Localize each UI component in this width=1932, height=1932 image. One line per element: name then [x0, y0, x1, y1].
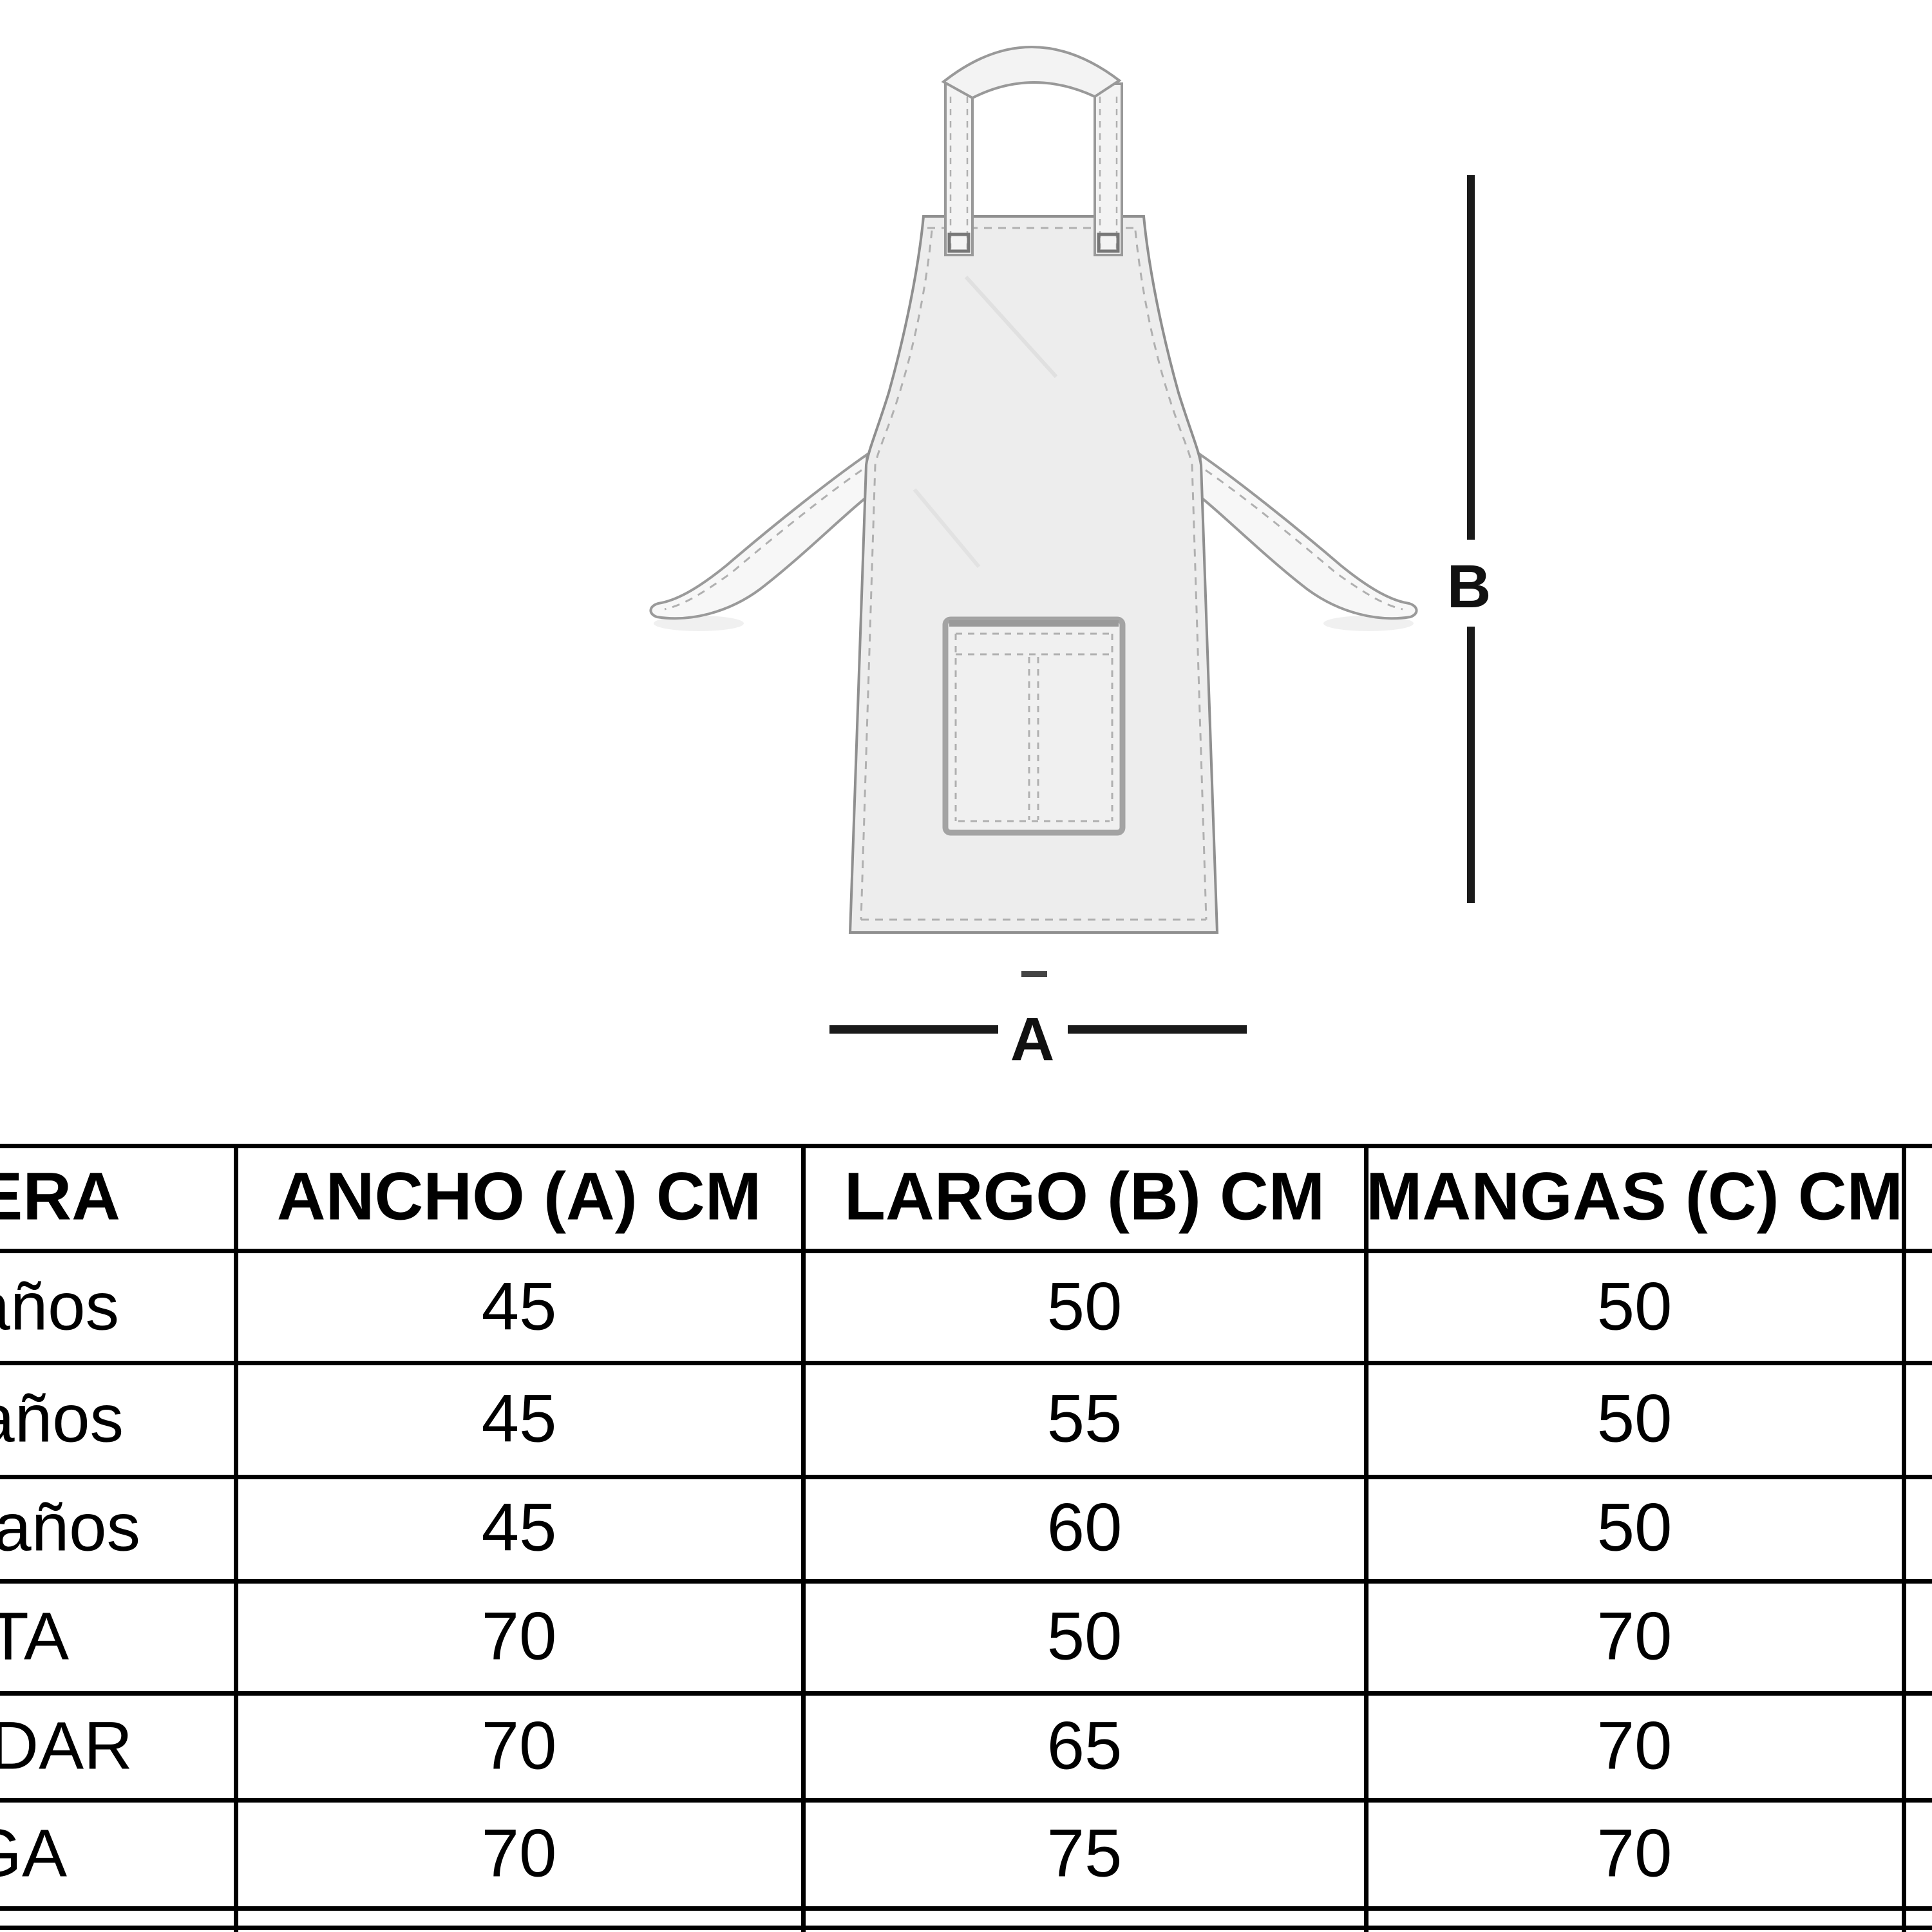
cell-ancho: 70	[481, 1815, 557, 1891]
row-label-fragment: años	[0, 1490, 140, 1566]
cell-largo: 50	[1046, 1598, 1122, 1674]
apron-neck-strap	[941, 46, 1123, 256]
cell-largo: 55	[1046, 1381, 1122, 1457]
table-border-row	[0, 1475, 1932, 1479]
cell-largo: 60	[1046, 1490, 1122, 1566]
table-border-row	[0, 1361, 1932, 1365]
cell-mangas: 70	[1596, 1708, 1672, 1784]
row-label-fragment: DAR	[0, 1708, 133, 1784]
header-ancho: ANCHO (A) CM	[276, 1159, 762, 1235]
dimension-label-b: B	[1447, 553, 1492, 621]
apron-pocket	[942, 616, 1126, 836]
table-border-col	[801, 1144, 806, 1932]
table-border-bottom	[0, 1926, 1932, 1930]
cell-mangas: 70	[1596, 1815, 1672, 1891]
table-border-row	[0, 1691, 1932, 1696]
row-label-fragment: años	[0, 1269, 119, 1345]
table-border-row	[0, 1798, 1932, 1803]
row-label-fragment: años	[0, 1381, 124, 1457]
header-col0-fragment: ERA	[0, 1159, 120, 1235]
row-label-fragment: TA	[0, 1598, 69, 1674]
row-label-fragment: GA	[0, 1815, 67, 1891]
cell-ancho: 45	[481, 1490, 557, 1566]
header-mangas: MANGAS (C) CM	[1365, 1159, 1904, 1235]
cell-largo: 75	[1046, 1815, 1122, 1891]
cell-ancho: 70	[481, 1598, 557, 1674]
apron-waist-ties	[649, 452, 1418, 631]
table-border-col	[1902, 1144, 1906, 1932]
cell-mangas: 50	[1596, 1269, 1672, 1345]
table-border-row	[0, 1249, 1932, 1253]
cell-ancho: 70	[481, 1708, 557, 1784]
dimension-tick-a	[1021, 971, 1047, 977]
table-border-row	[0, 1579, 1932, 1584]
cell-mangas: 50	[1596, 1490, 1672, 1566]
dimension-line-b	[1467, 175, 1475, 903]
cell-mangas: 70	[1596, 1598, 1672, 1674]
dimension-line-a	[829, 971, 1247, 1034]
dimension-label-a: A	[1010, 1005, 1055, 1074]
table-border-col	[234, 1144, 238, 1932]
cell-largo: 50	[1046, 1269, 1122, 1345]
header-largo: LARGO (B) CM	[844, 1159, 1325, 1235]
cell-ancho: 45	[481, 1269, 557, 1345]
cell-largo: 65	[1046, 1708, 1122, 1784]
table-border-top	[0, 1144, 1932, 1148]
cell-mangas: 50	[1596, 1381, 1672, 1457]
table-border-row	[0, 1906, 1932, 1911]
cell-ancho: 45	[481, 1381, 557, 1457]
table-border-col	[1364, 1144, 1368, 1932]
